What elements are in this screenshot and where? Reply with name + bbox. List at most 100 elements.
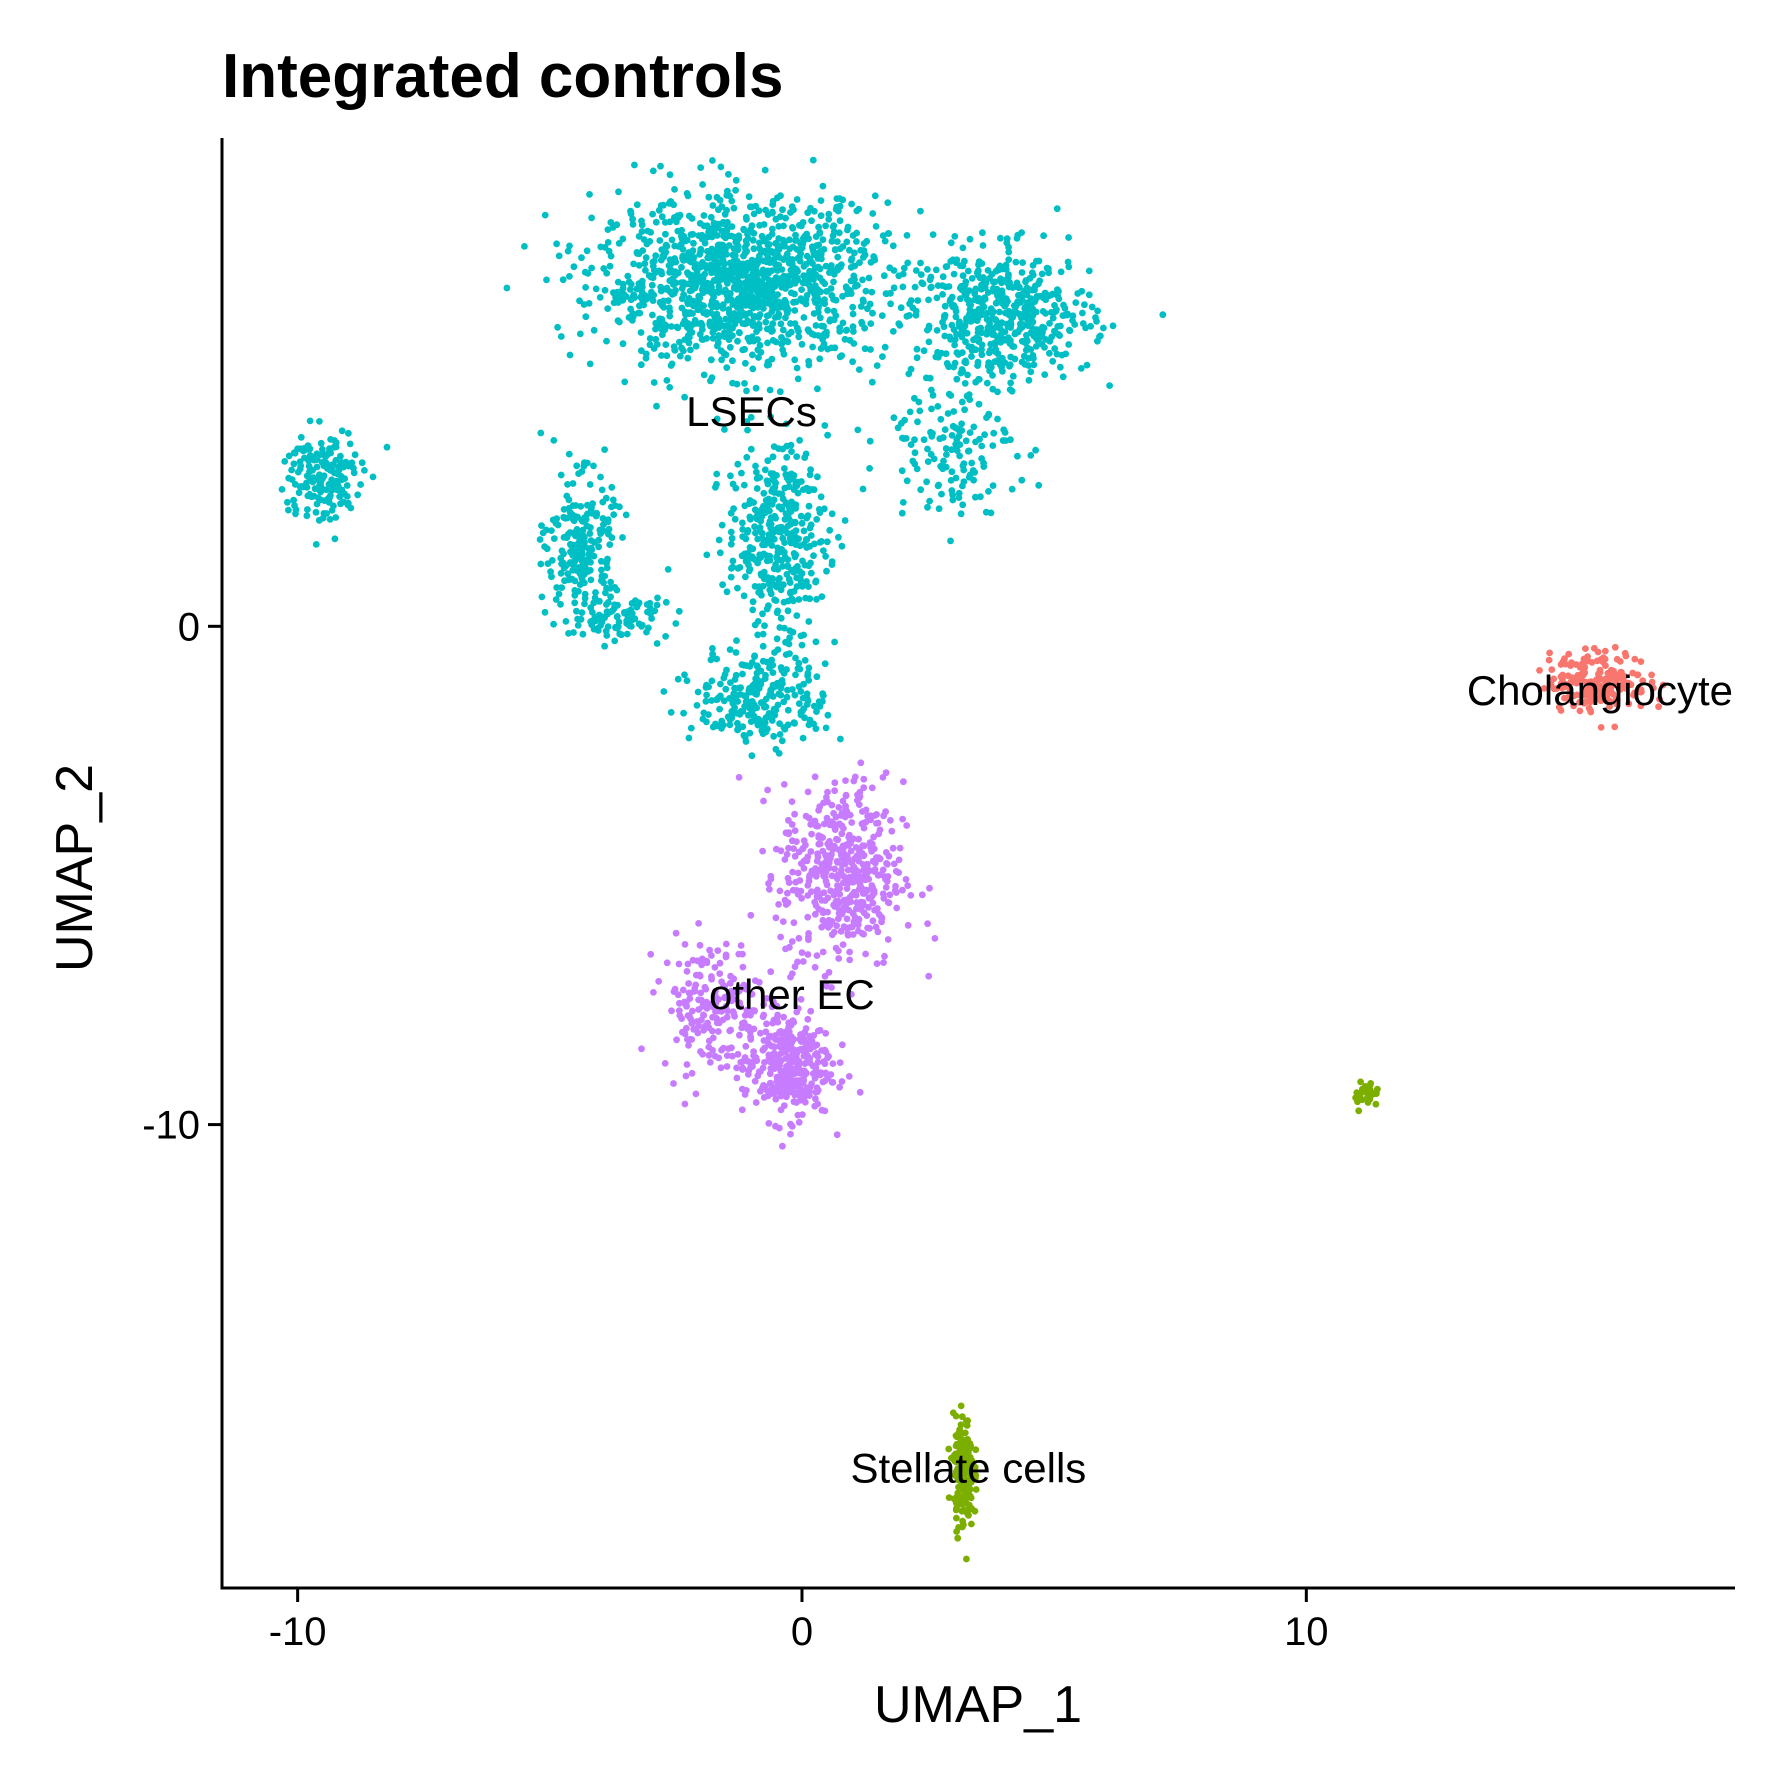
data-point [970, 476, 977, 484]
data-point [1049, 314, 1057, 322]
data-point [644, 608, 651, 616]
data-point [798, 641, 806, 649]
data-point [806, 524, 814, 532]
data-point [831, 779, 839, 787]
data-point [785, 477, 793, 485]
data-point [899, 283, 907, 291]
data-point [611, 601, 618, 609]
data-point [735, 329, 743, 336]
data-point [752, 262, 760, 269]
data-point [666, 312, 674, 320]
data-point [750, 1048, 757, 1055]
data-point [801, 657, 809, 664]
data-point [593, 511, 600, 519]
data-point [826, 922, 834, 929]
data-point [683, 677, 691, 685]
data-point [297, 433, 305, 441]
data-point [805, 502, 813, 510]
data-point [341, 475, 349, 482]
data-point [820, 547, 827, 554]
data-point [837, 735, 844, 743]
data-point [732, 186, 739, 194]
data-point [1570, 702, 1577, 710]
data-point [784, 607, 792, 615]
data-point [732, 671, 740, 679]
data-point [715, 283, 723, 290]
data-point [559, 559, 566, 567]
data-point [836, 327, 844, 335]
data-point [337, 452, 344, 460]
data-point [776, 720, 783, 727]
data-point [793, 453, 801, 460]
data-point [1648, 678, 1656, 686]
data-point [773, 635, 781, 643]
data-point [744, 527, 752, 534]
data-point [654, 594, 661, 602]
data-point [762, 703, 770, 711]
data-point [951, 304, 959, 312]
data-point [800, 680, 807, 688]
data-point [777, 1092, 785, 1100]
data-point [850, 888, 858, 896]
data-point [1600, 688, 1607, 696]
data-point [557, 554, 565, 562]
data-point [854, 868, 862, 876]
data-point [819, 182, 827, 190]
data-point [836, 1083, 843, 1091]
data-point [796, 568, 804, 576]
data-point [898, 467, 906, 475]
data-point [580, 462, 588, 470]
data-point [805, 361, 813, 369]
data-point [859, 890, 867, 897]
data-point [327, 436, 334, 443]
data-point [764, 457, 772, 465]
data-point [882, 884, 890, 891]
data-point [784, 889, 791, 897]
data-point [557, 471, 565, 479]
data-point [689, 230, 697, 238]
data-point [711, 964, 719, 971]
data-point [980, 463, 988, 470]
data-point [991, 339, 999, 347]
data-point [952, 259, 960, 267]
data-point [989, 482, 997, 489]
data-point [835, 804, 843, 811]
data-point [947, 537, 954, 545]
data-point [1629, 669, 1637, 677]
chart-title: Integrated controls [222, 42, 784, 111]
data-point [648, 281, 656, 289]
data-point [997, 234, 1004, 242]
data-point [860, 775, 868, 783]
data-point [856, 259, 863, 266]
data-point [876, 855, 884, 863]
data-point [767, 590, 775, 598]
data-point [957, 510, 965, 518]
data-point [804, 512, 812, 520]
data-point [749, 293, 756, 301]
data-point [954, 1534, 962, 1542]
data-point [539, 529, 547, 537]
data-point [1061, 304, 1069, 312]
data-point [902, 876, 910, 883]
data-point [881, 237, 889, 245]
data-point [850, 328, 857, 335]
data-point [771, 276, 778, 284]
data-point [928, 386, 935, 394]
data-point [795, 700, 803, 707]
data-point [642, 354, 650, 362]
data-point [857, 905, 864, 913]
data-point [723, 251, 730, 258]
data-point [779, 563, 786, 570]
data-point [794, 324, 801, 332]
data-point [772, 338, 780, 346]
data-point [1008, 387, 1016, 395]
data-point [780, 598, 788, 606]
data-point [775, 223, 783, 230]
data-point [619, 534, 626, 541]
data-point [570, 562, 578, 569]
data-point [316, 471, 323, 479]
data-point [747, 990, 755, 998]
data-point [918, 891, 926, 899]
data-point [795, 659, 803, 667]
data-point [831, 787, 838, 795]
